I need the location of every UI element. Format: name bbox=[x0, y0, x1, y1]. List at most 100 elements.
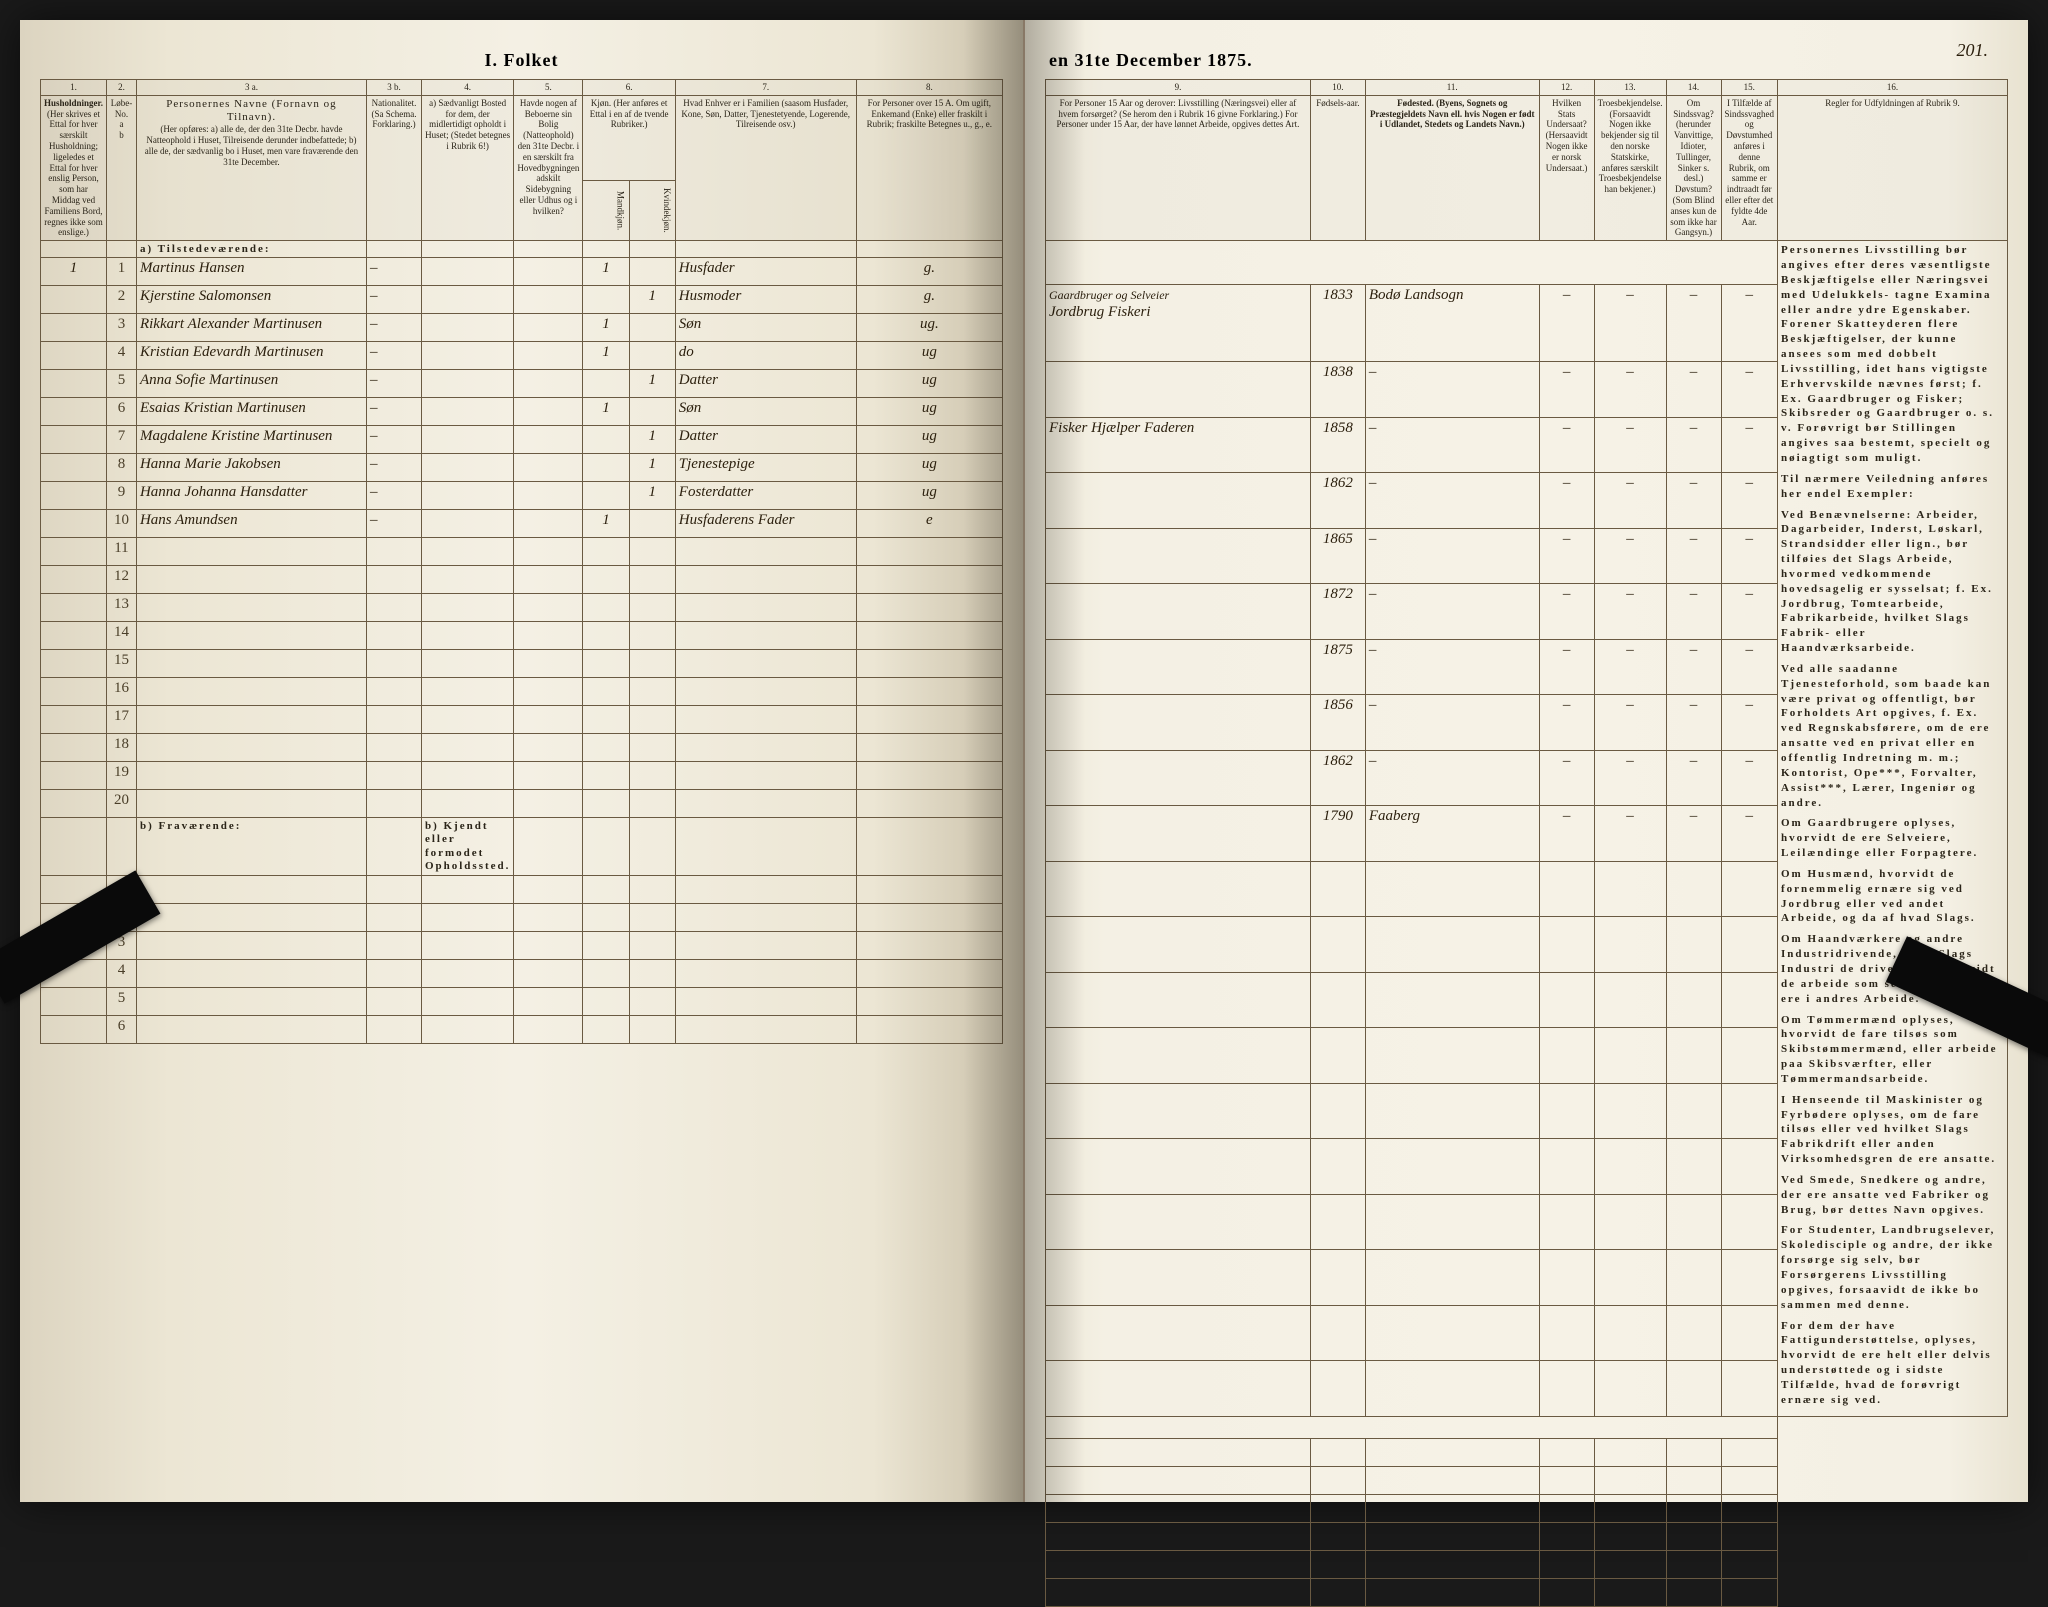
row-num: 5 bbox=[106, 987, 136, 1015]
row-num: 20 bbox=[106, 790, 136, 818]
occupation bbox=[1046, 362, 1311, 418]
household-num bbox=[41, 398, 107, 426]
occupation: Fisker Hjælper Faderen bbox=[1046, 417, 1311, 473]
onset: – bbox=[1721, 806, 1778, 862]
outbuilding bbox=[514, 482, 583, 510]
row-num: 16 bbox=[106, 678, 136, 706]
hdr-bosted: a) Sædvanligt Bosted for dem, der midler… bbox=[421, 95, 513, 240]
disability: – bbox=[1666, 639, 1721, 695]
col-8: 8. bbox=[856, 80, 1002, 96]
table-row: 6 bbox=[41, 1015, 1003, 1043]
row-num: 13 bbox=[106, 594, 136, 622]
relation: Fosterdatter bbox=[675, 482, 856, 510]
row-num: 14 bbox=[106, 622, 136, 650]
relation: Datter bbox=[675, 426, 856, 454]
row-num: 19 bbox=[106, 762, 136, 790]
sex-f: 1 bbox=[629, 370, 675, 398]
hdr-place: Fødested. (Byens, Sognets og Præstegjeld… bbox=[1365, 95, 1539, 240]
row-num: 3 bbox=[106, 314, 136, 342]
outbuilding bbox=[514, 454, 583, 482]
table-row: 3Rikkart Alexander Martinusen–1Sønug. bbox=[41, 314, 1003, 342]
row-num: 9 bbox=[106, 482, 136, 510]
nationality: – bbox=[366, 398, 421, 426]
left-page: I. Folket 1. 2. 3 a. 3 b. 4. 5. 6. 7. 8.… bbox=[20, 20, 1025, 1502]
hdr-faith: Troesbekjendelse. (Forsaavidt Nogen ikke… bbox=[1594, 95, 1666, 240]
residence bbox=[421, 398, 513, 426]
nationality: – bbox=[366, 258, 421, 286]
hdr-lb: Løbe-No.ab bbox=[106, 95, 136, 240]
table-row: 15 bbox=[41, 650, 1003, 678]
row-num: 11 bbox=[106, 538, 136, 566]
row-num: 5 bbox=[106, 370, 136, 398]
onset: – bbox=[1721, 639, 1778, 695]
nationality: – bbox=[366, 286, 421, 314]
hdr-nat: Nationalitet. (Sa Schema. Forklaring.) bbox=[366, 95, 421, 240]
marital: ug bbox=[856, 426, 1002, 454]
person-name: Magdalene Kristine Martinusen bbox=[136, 426, 366, 454]
table-row: 11 bbox=[41, 538, 1003, 566]
hdr-kjon: Kjøn. (Her anføres et Ettal i en af de t… bbox=[583, 95, 675, 180]
nationality: – bbox=[366, 370, 421, 398]
disability: – bbox=[1666, 417, 1721, 473]
col-13: 13. bbox=[1594, 80, 1666, 96]
household-num bbox=[41, 510, 107, 538]
sex-f: 1 bbox=[629, 286, 675, 314]
disability: – bbox=[1666, 695, 1721, 751]
row-num: 1 bbox=[106, 258, 136, 286]
birth-place: – bbox=[1365, 417, 1539, 473]
table-row bbox=[1046, 1578, 2008, 1606]
residence bbox=[421, 510, 513, 538]
citizenship: – bbox=[1539, 362, 1594, 418]
occupation: Gaardbruger og SelveierJordbrug Fiskeri bbox=[1046, 284, 1311, 361]
sex-f: 1 bbox=[629, 454, 675, 482]
birth-place: – bbox=[1365, 528, 1539, 584]
occupation bbox=[1046, 639, 1311, 695]
residence bbox=[421, 314, 513, 342]
faith: – bbox=[1594, 362, 1666, 418]
row-num: 18 bbox=[106, 734, 136, 762]
household-num bbox=[41, 314, 107, 342]
table-row: 8Hanna Marie Jakobsen–1Tjenestepigeug bbox=[41, 454, 1003, 482]
col-6: 6. bbox=[583, 80, 675, 96]
household-num: 1 bbox=[41, 258, 107, 286]
table-row bbox=[1046, 1550, 2008, 1578]
table-row: 6Esaias Kristian Martinusen–1Sønug bbox=[41, 398, 1003, 426]
table-row: 4Kristian Edevardh Martinusen–1doug bbox=[41, 342, 1003, 370]
citizenship: – bbox=[1539, 639, 1594, 695]
sex-f bbox=[629, 314, 675, 342]
sex-m bbox=[583, 370, 629, 398]
section-b-label: b) Fraværende: bbox=[136, 818, 366, 876]
col-5: 5. bbox=[514, 80, 583, 96]
onset: – bbox=[1721, 528, 1778, 584]
row-num: 17 bbox=[106, 706, 136, 734]
nationality: – bbox=[366, 426, 421, 454]
sex-m: 1 bbox=[583, 342, 629, 370]
col-1: 1. bbox=[41, 80, 107, 96]
table-row: 9Hanna Johanna Hansdatter–1Fosterdatteru… bbox=[41, 482, 1003, 510]
col-4: 4. bbox=[421, 80, 513, 96]
table-row: 17 bbox=[41, 706, 1003, 734]
person-name: Hanna Marie Jakobsen bbox=[136, 454, 366, 482]
relation: do bbox=[675, 342, 856, 370]
table-row: 1 bbox=[41, 875, 1003, 903]
birth-year: 1790 bbox=[1310, 806, 1365, 862]
hdr-names: Personernes Navne (Fornavn og Tilnavn).(… bbox=[136, 95, 366, 240]
citizenship: – bbox=[1539, 417, 1594, 473]
census-table-left: 1. 2. 3 a. 3 b. 4. 5. 6. 7. 8. Husholdni… bbox=[40, 79, 1003, 1044]
outbuilding bbox=[514, 314, 583, 342]
faith: – bbox=[1594, 695, 1666, 751]
marital: e bbox=[856, 510, 1002, 538]
col-14: 14. bbox=[1666, 80, 1721, 96]
col-11: 11. bbox=[1365, 80, 1539, 96]
row-num: 12 bbox=[106, 566, 136, 594]
col-10: 10. bbox=[1310, 80, 1365, 96]
person-name: Hans Amundsen bbox=[136, 510, 366, 538]
faith: – bbox=[1594, 473, 1666, 529]
marital: ug bbox=[856, 398, 1002, 426]
table-row: 11Martinus Hansen–1Husfaderg. bbox=[41, 258, 1003, 286]
outbuilding bbox=[514, 398, 583, 426]
outbuilding bbox=[514, 510, 583, 538]
outbuilding bbox=[514, 426, 583, 454]
table-row: 16 bbox=[41, 678, 1003, 706]
person-name: Rikkart Alexander Martinusen bbox=[136, 314, 366, 342]
